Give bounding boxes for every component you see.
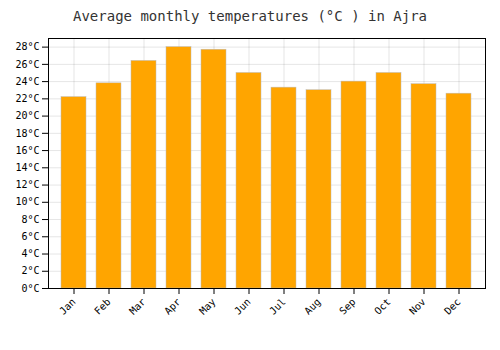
- svg-text:2°C: 2°C: [21, 265, 39, 276]
- svg-text:0°C: 0°C: [21, 283, 39, 294]
- svg-text:8°C: 8°C: [21, 214, 39, 225]
- svg-text:28°C: 28°C: [15, 41, 39, 52]
- svg-text:26°C: 26°C: [15, 59, 39, 70]
- svg-text:14°C: 14°C: [15, 162, 39, 173]
- svg-text:Oct: Oct: [372, 296, 393, 317]
- svg-text:4°C: 4°C: [21, 248, 39, 259]
- html-text:Average monthly temperatures (: Average monthly temperatures (°C ) in Aj…: [73, 8, 427, 24]
- svg-text:6°C: 6°C: [21, 231, 39, 242]
- svg-text:Feb: Feb: [92, 296, 113, 317]
- svg-text:20°C: 20°C: [15, 110, 39, 121]
- svg-text:Mar: Mar: [127, 296, 148, 317]
- svg-text:May: May: [197, 296, 218, 317]
- svg-text:10°C: 10°C: [15, 196, 39, 207]
- svg-text:Jul: Jul: [267, 296, 288, 317]
- svg-text:18°C: 18°C: [15, 128, 39, 139]
- svg-text:Jan: Jan: [57, 296, 78, 317]
- svg-text:24°C: 24°C: [15, 76, 39, 87]
- svg-text:22°C: 22°C: [15, 93, 39, 104]
- svg-text:Sep: Sep: [337, 296, 358, 317]
- svg-text:Aug: Aug: [302, 296, 323, 317]
- svg-text:Dec: Dec: [442, 296, 463, 317]
- svg-text:12°C: 12°C: [15, 179, 39, 190]
- svg-text:Nov: Nov: [407, 296, 428, 317]
- svg-text:Apr: Apr: [162, 296, 183, 317]
- svg-text:16°C: 16°C: [15, 145, 39, 156]
- svg-text:Jun: Jun: [232, 296, 253, 317]
